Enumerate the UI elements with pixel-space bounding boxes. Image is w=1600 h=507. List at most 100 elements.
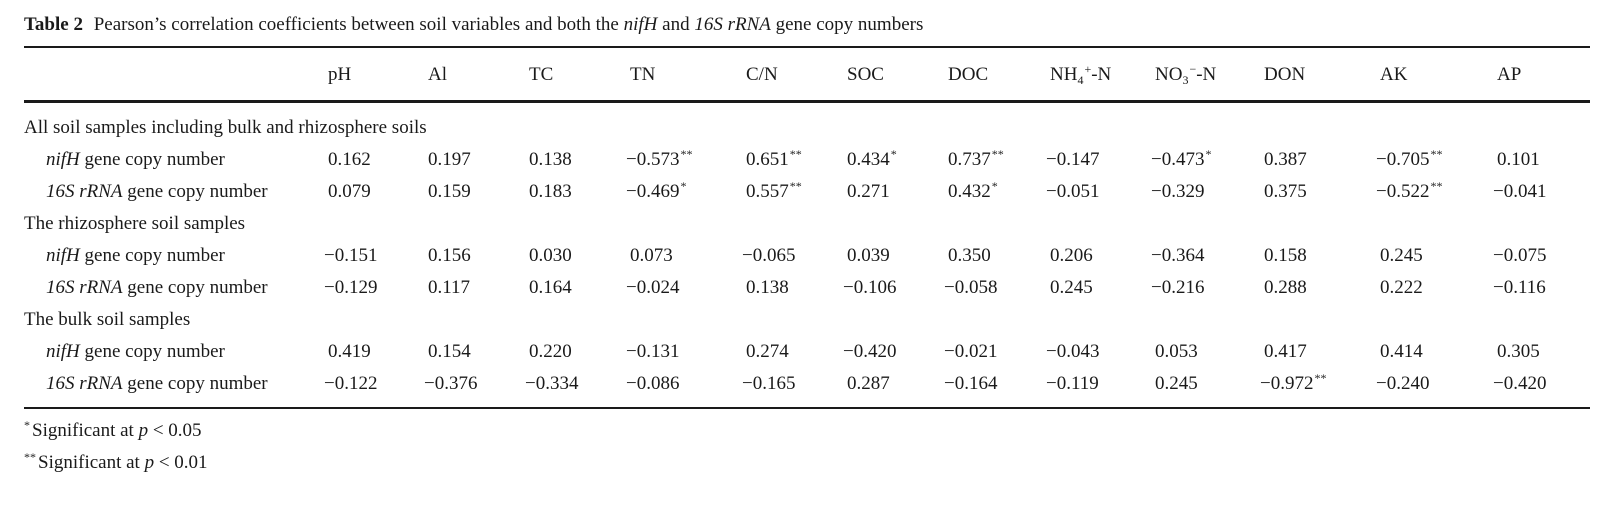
significance-mark: * — [680, 179, 687, 193]
column-header-base: TC — [529, 64, 554, 85]
table-cell: 0.245 — [1155, 373, 1198, 395]
gene-name: nifH — [46, 149, 80, 170]
cell-value: −0.705 — [1376, 149, 1430, 170]
table-cell: −0.972** — [1260, 371, 1327, 395]
table-cell: 0.288 — [1264, 277, 1307, 299]
table-cell: −0.043 — [1046, 341, 1099, 363]
cell-value: 0.651 — [746, 149, 789, 170]
table-cell: −0.122 — [324, 373, 377, 395]
cell-value: −0.420 — [1493, 373, 1547, 394]
column-header: AK — [1380, 64, 1407, 86]
cell-value: −0.129 — [324, 277, 378, 298]
row-label: 16S rRNA gene copy number — [46, 373, 268, 395]
table-cell: −0.065 — [742, 245, 795, 267]
significance-mark: * — [890, 147, 897, 161]
significance-mark: ** — [680, 147, 693, 161]
row-label-suffix: gene copy number — [122, 181, 268, 202]
cell-value: 0.079 — [328, 181, 371, 202]
table-cell: −0.469* — [626, 179, 687, 203]
column-header: NO3−-N — [1155, 63, 1216, 87]
cell-value: −0.240 — [1376, 373, 1430, 394]
cell-value: 0.158 — [1264, 245, 1307, 266]
footnote-threshold: < 0.05 — [148, 420, 202, 441]
column-header-base: AP — [1497, 64, 1522, 85]
significance-mark: * — [1205, 147, 1212, 161]
cell-value: 0.350 — [948, 245, 991, 266]
table-cell: 0.245 — [1380, 245, 1423, 267]
footnote-mark: * — [24, 418, 30, 432]
table-cell: −0.075 — [1493, 245, 1546, 267]
top-rule — [24, 46, 1590, 48]
cell-value: −0.116 — [1493, 277, 1546, 298]
table-cell: −0.334 — [525, 373, 578, 395]
cell-value: −0.573 — [626, 149, 680, 170]
column-header-subscript: 3 — [1182, 73, 1189, 87]
column-header-base: C/N — [746, 64, 778, 85]
gene-name: 16S rRNA — [46, 277, 123, 298]
table-cell: −0.116 — [1493, 277, 1546, 299]
table-cell: −0.705** — [1376, 148, 1442, 171]
column-header: NH4+-N — [1050, 63, 1111, 87]
cell-value: −0.065 — [742, 245, 796, 266]
gene-name: nifH — [46, 245, 80, 266]
table-cell: 0.079 — [328, 181, 371, 203]
table-cell: 0.417 — [1264, 341, 1307, 363]
table-cell: −0.164 — [944, 373, 997, 395]
column-header-base: AK — [1380, 64, 1408, 85]
footnote-threshold: < 0.01 — [154, 452, 208, 473]
table-cell: −0.420 — [1493, 373, 1546, 395]
cell-value: −0.469 — [626, 181, 680, 202]
cell-value: 0.288 — [1264, 277, 1307, 298]
cell-value: −0.122 — [324, 373, 378, 394]
cell-value: 0.417 — [1264, 341, 1307, 362]
cell-value: −0.522 — [1376, 181, 1430, 202]
column-header: TC — [529, 64, 553, 86]
table-cell: 0.162 — [328, 149, 371, 171]
row-label: nifH gene copy number — [46, 341, 225, 363]
table-cell: 0.159 — [428, 181, 471, 203]
section-title: All soil samples including bulk and rhiz… — [24, 117, 427, 138]
footnote-significance-005: * Significant at p < 0.05 — [24, 418, 202, 442]
cell-value: 0.305 — [1497, 341, 1540, 362]
cell-value: −0.131 — [626, 341, 680, 362]
significance-mark: * — [991, 179, 998, 193]
table-cell: 0.414 — [1380, 341, 1423, 363]
column-header-base: NO — [1155, 64, 1183, 85]
significance-mark: ** — [789, 179, 802, 193]
cell-value: 0.164 — [529, 277, 572, 298]
cell-value: 0.419 — [328, 341, 371, 362]
column-header: DOC — [948, 64, 988, 86]
table-cell: 0.039 — [847, 245, 890, 267]
table-cell: 0.434* — [847, 147, 897, 171]
table-cell: −0.129 — [324, 277, 377, 299]
significance-mark: ** — [1314, 371, 1327, 385]
cell-value: −0.119 — [1046, 373, 1099, 394]
cell-value: 0.138 — [529, 149, 572, 170]
footnote-text: Significant at — [38, 452, 145, 473]
cell-value: 0.287 — [847, 373, 890, 394]
table-cell: 0.245 — [1050, 277, 1093, 299]
cell-value: 0.737 — [948, 149, 991, 170]
table-cell: −0.119 — [1046, 373, 1099, 395]
row-label: nifH gene copy number — [46, 149, 225, 171]
cell-value: 0.222 — [1380, 277, 1423, 298]
table-cell: 0.073 — [630, 245, 673, 267]
cell-value: −0.165 — [742, 373, 796, 394]
cell-value: 0.245 — [1050, 277, 1093, 298]
row-label-suffix: gene copy number — [79, 149, 225, 170]
row-label-suffix: gene copy number — [122, 373, 268, 394]
table-cell: 0.305 — [1497, 341, 1540, 363]
table-cell: 0.387 — [1264, 149, 1307, 171]
cell-value: 0.138 — [746, 277, 789, 298]
table-cell: 0.101 — [1497, 149, 1540, 171]
significance-mark: ** — [789, 147, 802, 161]
cell-value: 0.053 — [1155, 341, 1198, 362]
bottom-rule — [24, 407, 1590, 409]
table-cell: 0.138 — [746, 277, 789, 299]
caption-text-after: gene copy numbers — [770, 14, 924, 35]
row-label: 16S rRNA gene copy number — [46, 181, 268, 203]
column-header-base: SOC — [847, 64, 884, 85]
cell-value: −0.164 — [944, 373, 998, 394]
column-header-subscript: 4 — [1077, 73, 1084, 87]
cell-value: 0.117 — [428, 277, 471, 298]
